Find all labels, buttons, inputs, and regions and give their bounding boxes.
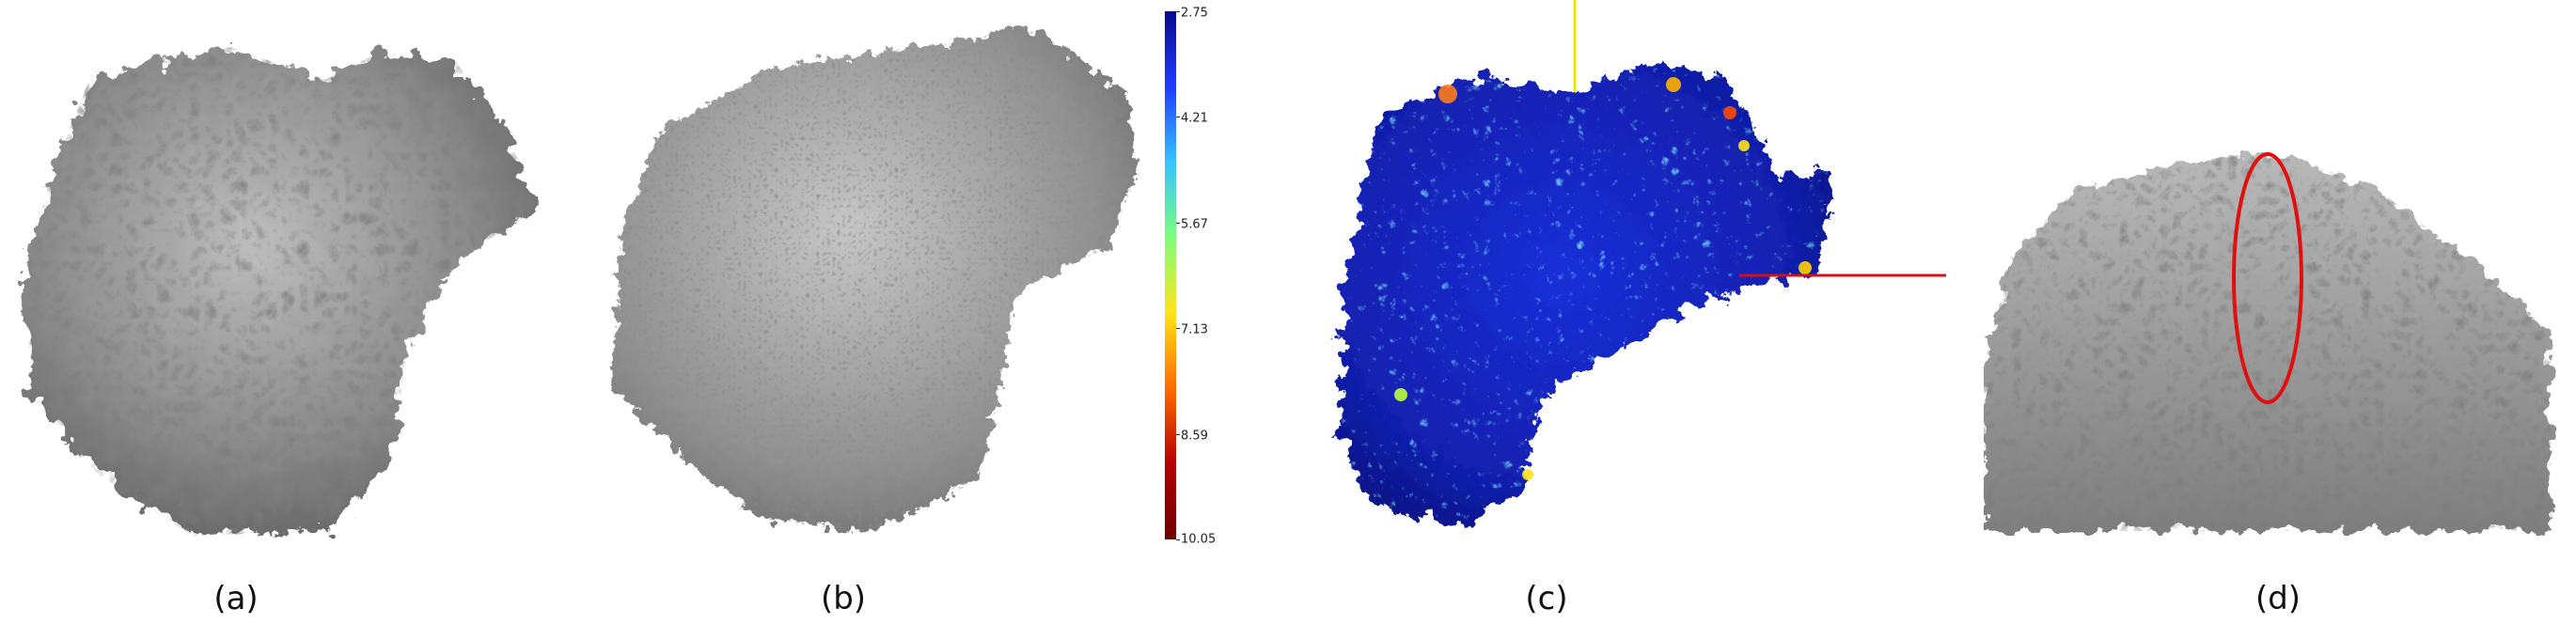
caption-d: (d) — [2254, 580, 2301, 617]
colorbar — [1165, 11, 1176, 539]
caption-b: (b) — [820, 580, 867, 617]
caption-c: (c) — [1525, 580, 1568, 617]
colorbar-tick-label: 10.05 — [1181, 532, 1217, 547]
caption-a: (a) — [213, 580, 259, 617]
colorbar-tick-label: 2.75 — [1181, 6, 1208, 21]
colorbar-tick-label: 5.67 — [1181, 217, 1208, 232]
colorbar-tickmark — [1176, 539, 1180, 540]
panel-b-density-map — [602, 11, 1147, 547]
colorbar-tick-label: 8.59 — [1181, 429, 1208, 444]
panel-a-density-map — [14, 23, 559, 550]
colorbar-tickmark — [1176, 11, 1180, 12]
highlight-ellipse — [2232, 152, 2303, 404]
colorbar-tickmark — [1176, 434, 1180, 435]
panel-d-zoomed-density-map — [1984, 141, 2557, 536]
colorbar-tickmark — [1176, 328, 1180, 329]
colorbar-tick-label: 7.13 — [1181, 322, 1208, 337]
colorbar-tick-label: 4.21 — [1181, 111, 1208, 126]
panel-c-local-resolution-map — [1326, 0, 1956, 545]
colorbar-tickmark — [1176, 223, 1180, 224]
